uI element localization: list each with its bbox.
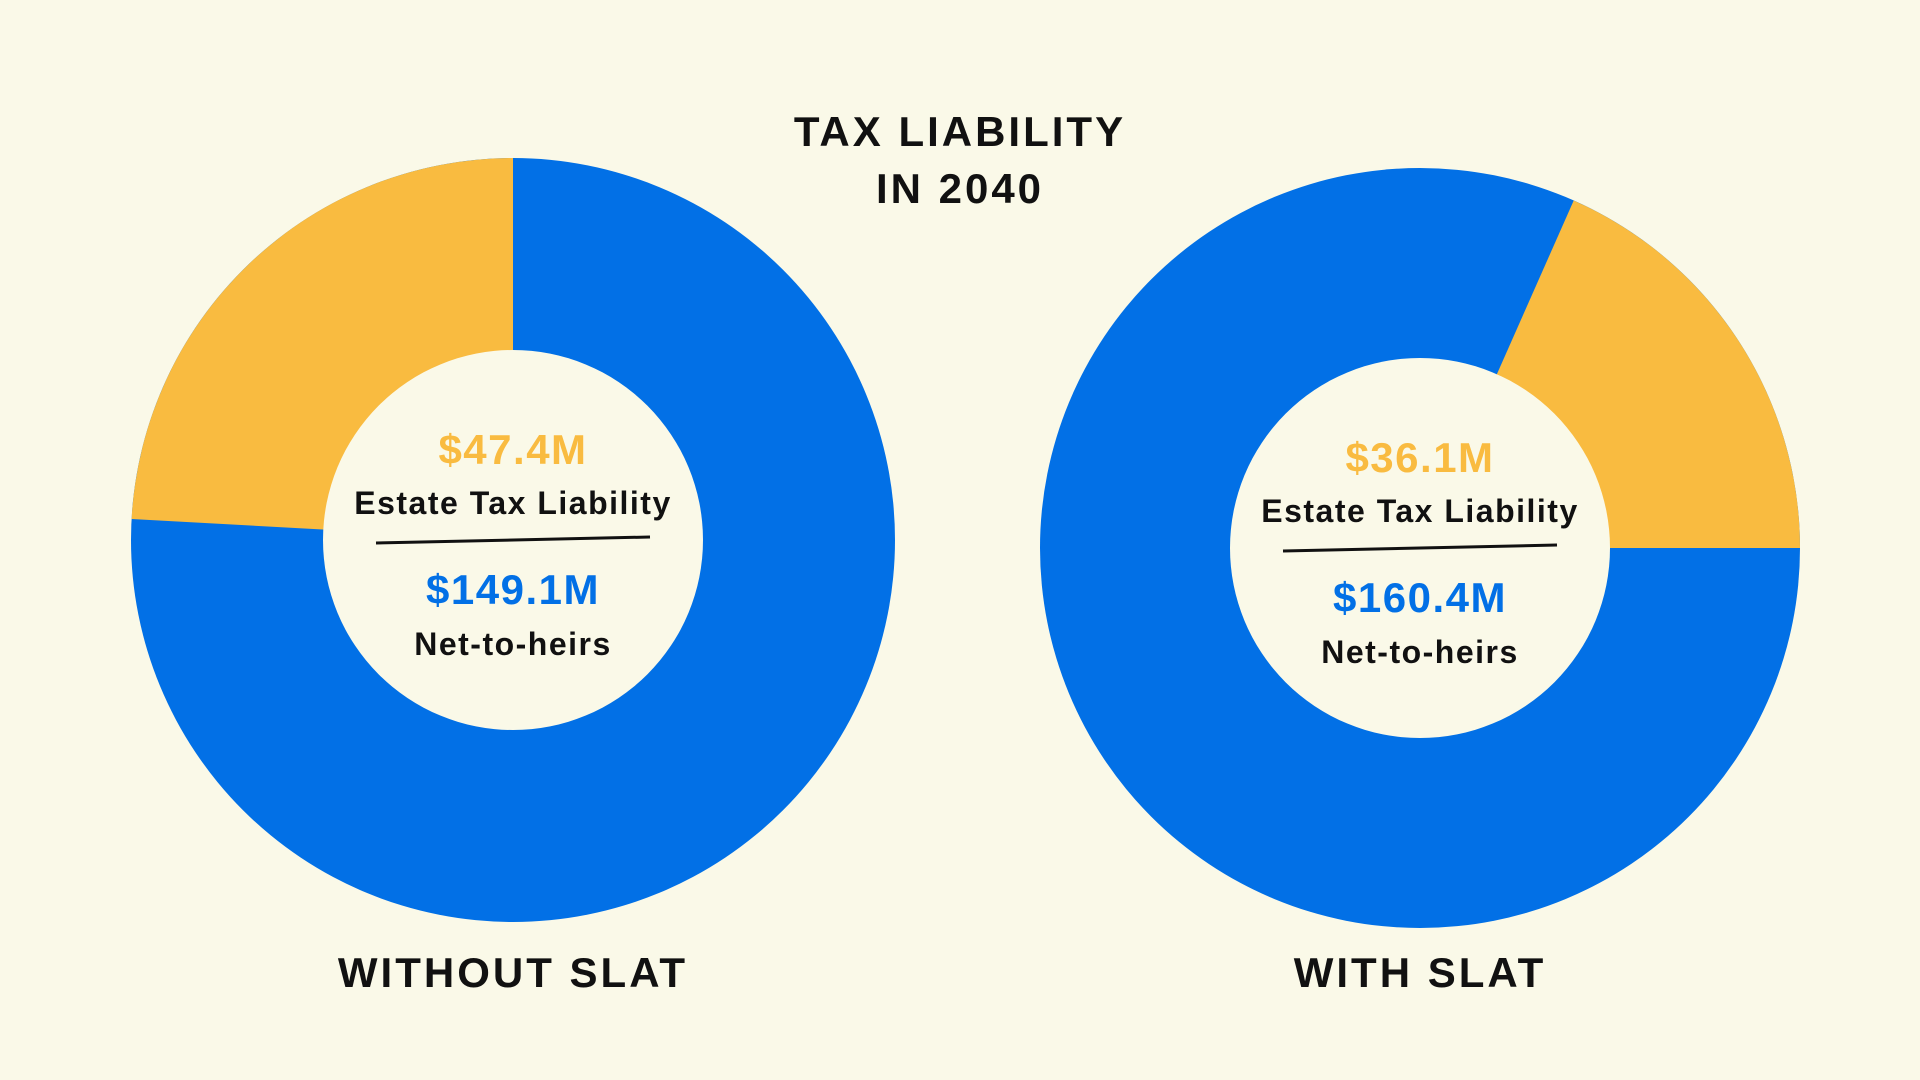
net-to-heirs-value-with-slat: $160.4M	[1333, 574, 1507, 621]
estate-tax-value-with-slat: $36.1M	[1345, 434, 1494, 481]
estate-tax-label-with-slat: Estate Tax Liability	[1261, 493, 1579, 529]
net-to-heirs-value-without-slat: $149.1M	[426, 566, 600, 613]
estate-tax-value-without-slat: $47.4M	[438, 426, 587, 473]
donut-chart-without-slat: $47.4M Estate Tax Liability $149.1M Net-to-…	[131, 158, 895, 996]
chart-caption-without-slat: WITHOUT SLAT	[338, 949, 688, 996]
chart-title-line-1: TAX LIABILITY	[794, 108, 1126, 155]
divider-line-without-slat	[375, 535, 651, 545]
estate-tax-label-without-slat: Estate Tax Liability	[354, 485, 672, 521]
net-to-heirs-label-with-slat: Net-to-heirs	[1321, 634, 1519, 670]
divider-line-with-slat	[1282, 543, 1558, 553]
donut-chart-with-slat: $36.1M Estate Tax Liability $160.4M Net-to-…	[1040, 168, 1800, 996]
net-to-heirs-label-without-slat: Net-to-heirs	[414, 626, 612, 662]
chart-title-line-2: IN 2040	[876, 165, 1044, 212]
chart-caption-with-slat: WITH SLAT	[1294, 949, 1547, 996]
